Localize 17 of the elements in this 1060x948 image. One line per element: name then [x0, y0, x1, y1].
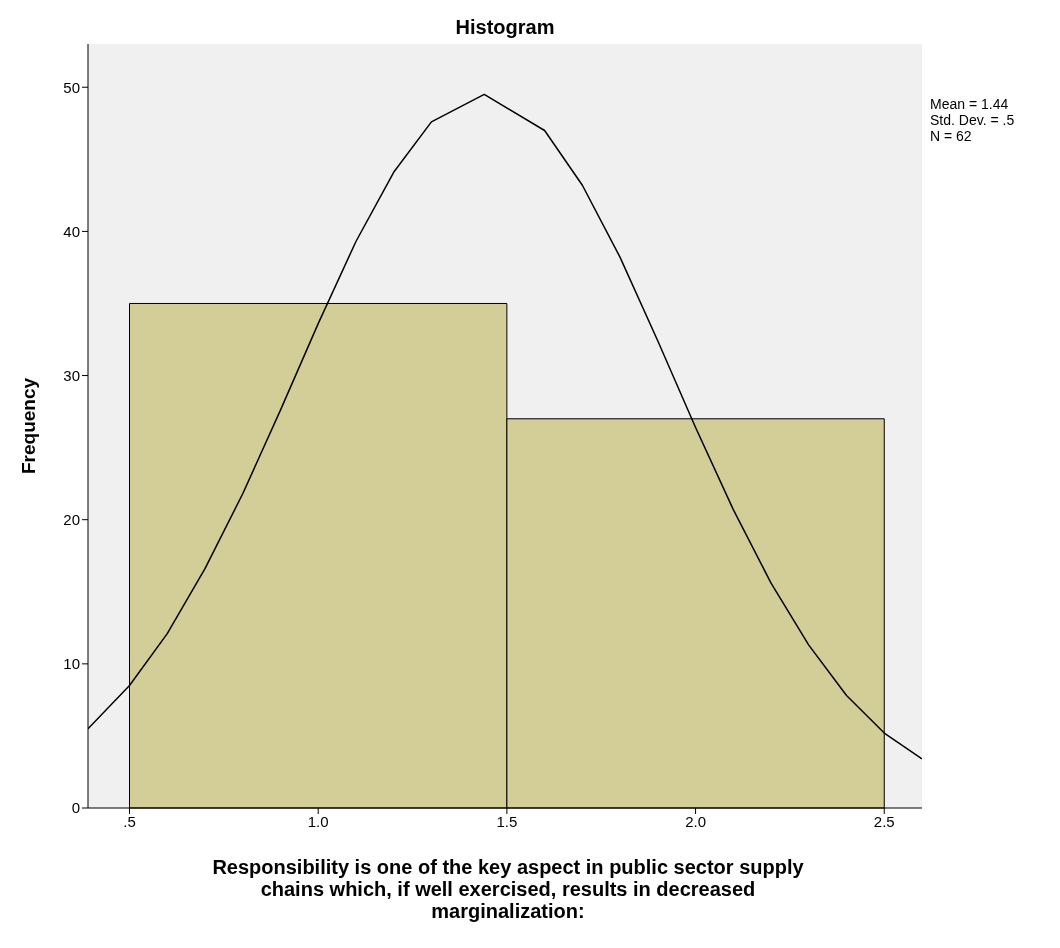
y-tick-label: 30 [63, 366, 80, 384]
chart-title: Histogram [454, 16, 556, 39]
x-axis-title: Responsibility is one of the key aspect in public sector supply chains which, if well exercised, results in decreased marginalization: [211, 856, 805, 922]
x-tick-label: .5 [123, 812, 136, 830]
y-tick-label: 10 [63, 655, 80, 673]
x-tick-label: 2.5 [873, 812, 895, 830]
y-tick-label: 40 [63, 222, 80, 240]
x-tick-label: 1.0 [307, 812, 329, 830]
text: Mean = 1.44 [930, 96, 1010, 112]
y-axis-title: Frequency [17, 377, 39, 475]
y-tick-label: 50 [63, 78, 80, 96]
text: N = 62 [930, 128, 973, 144]
y-tick-label: 0 [71, 799, 80, 817]
text: Std. Dev. = .5 [930, 112, 1015, 128]
x-tick-label: 1.5 [496, 812, 518, 830]
x-tick-label: 2.0 [685, 812, 706, 830]
y-tick-label: 20 [63, 511, 80, 529]
